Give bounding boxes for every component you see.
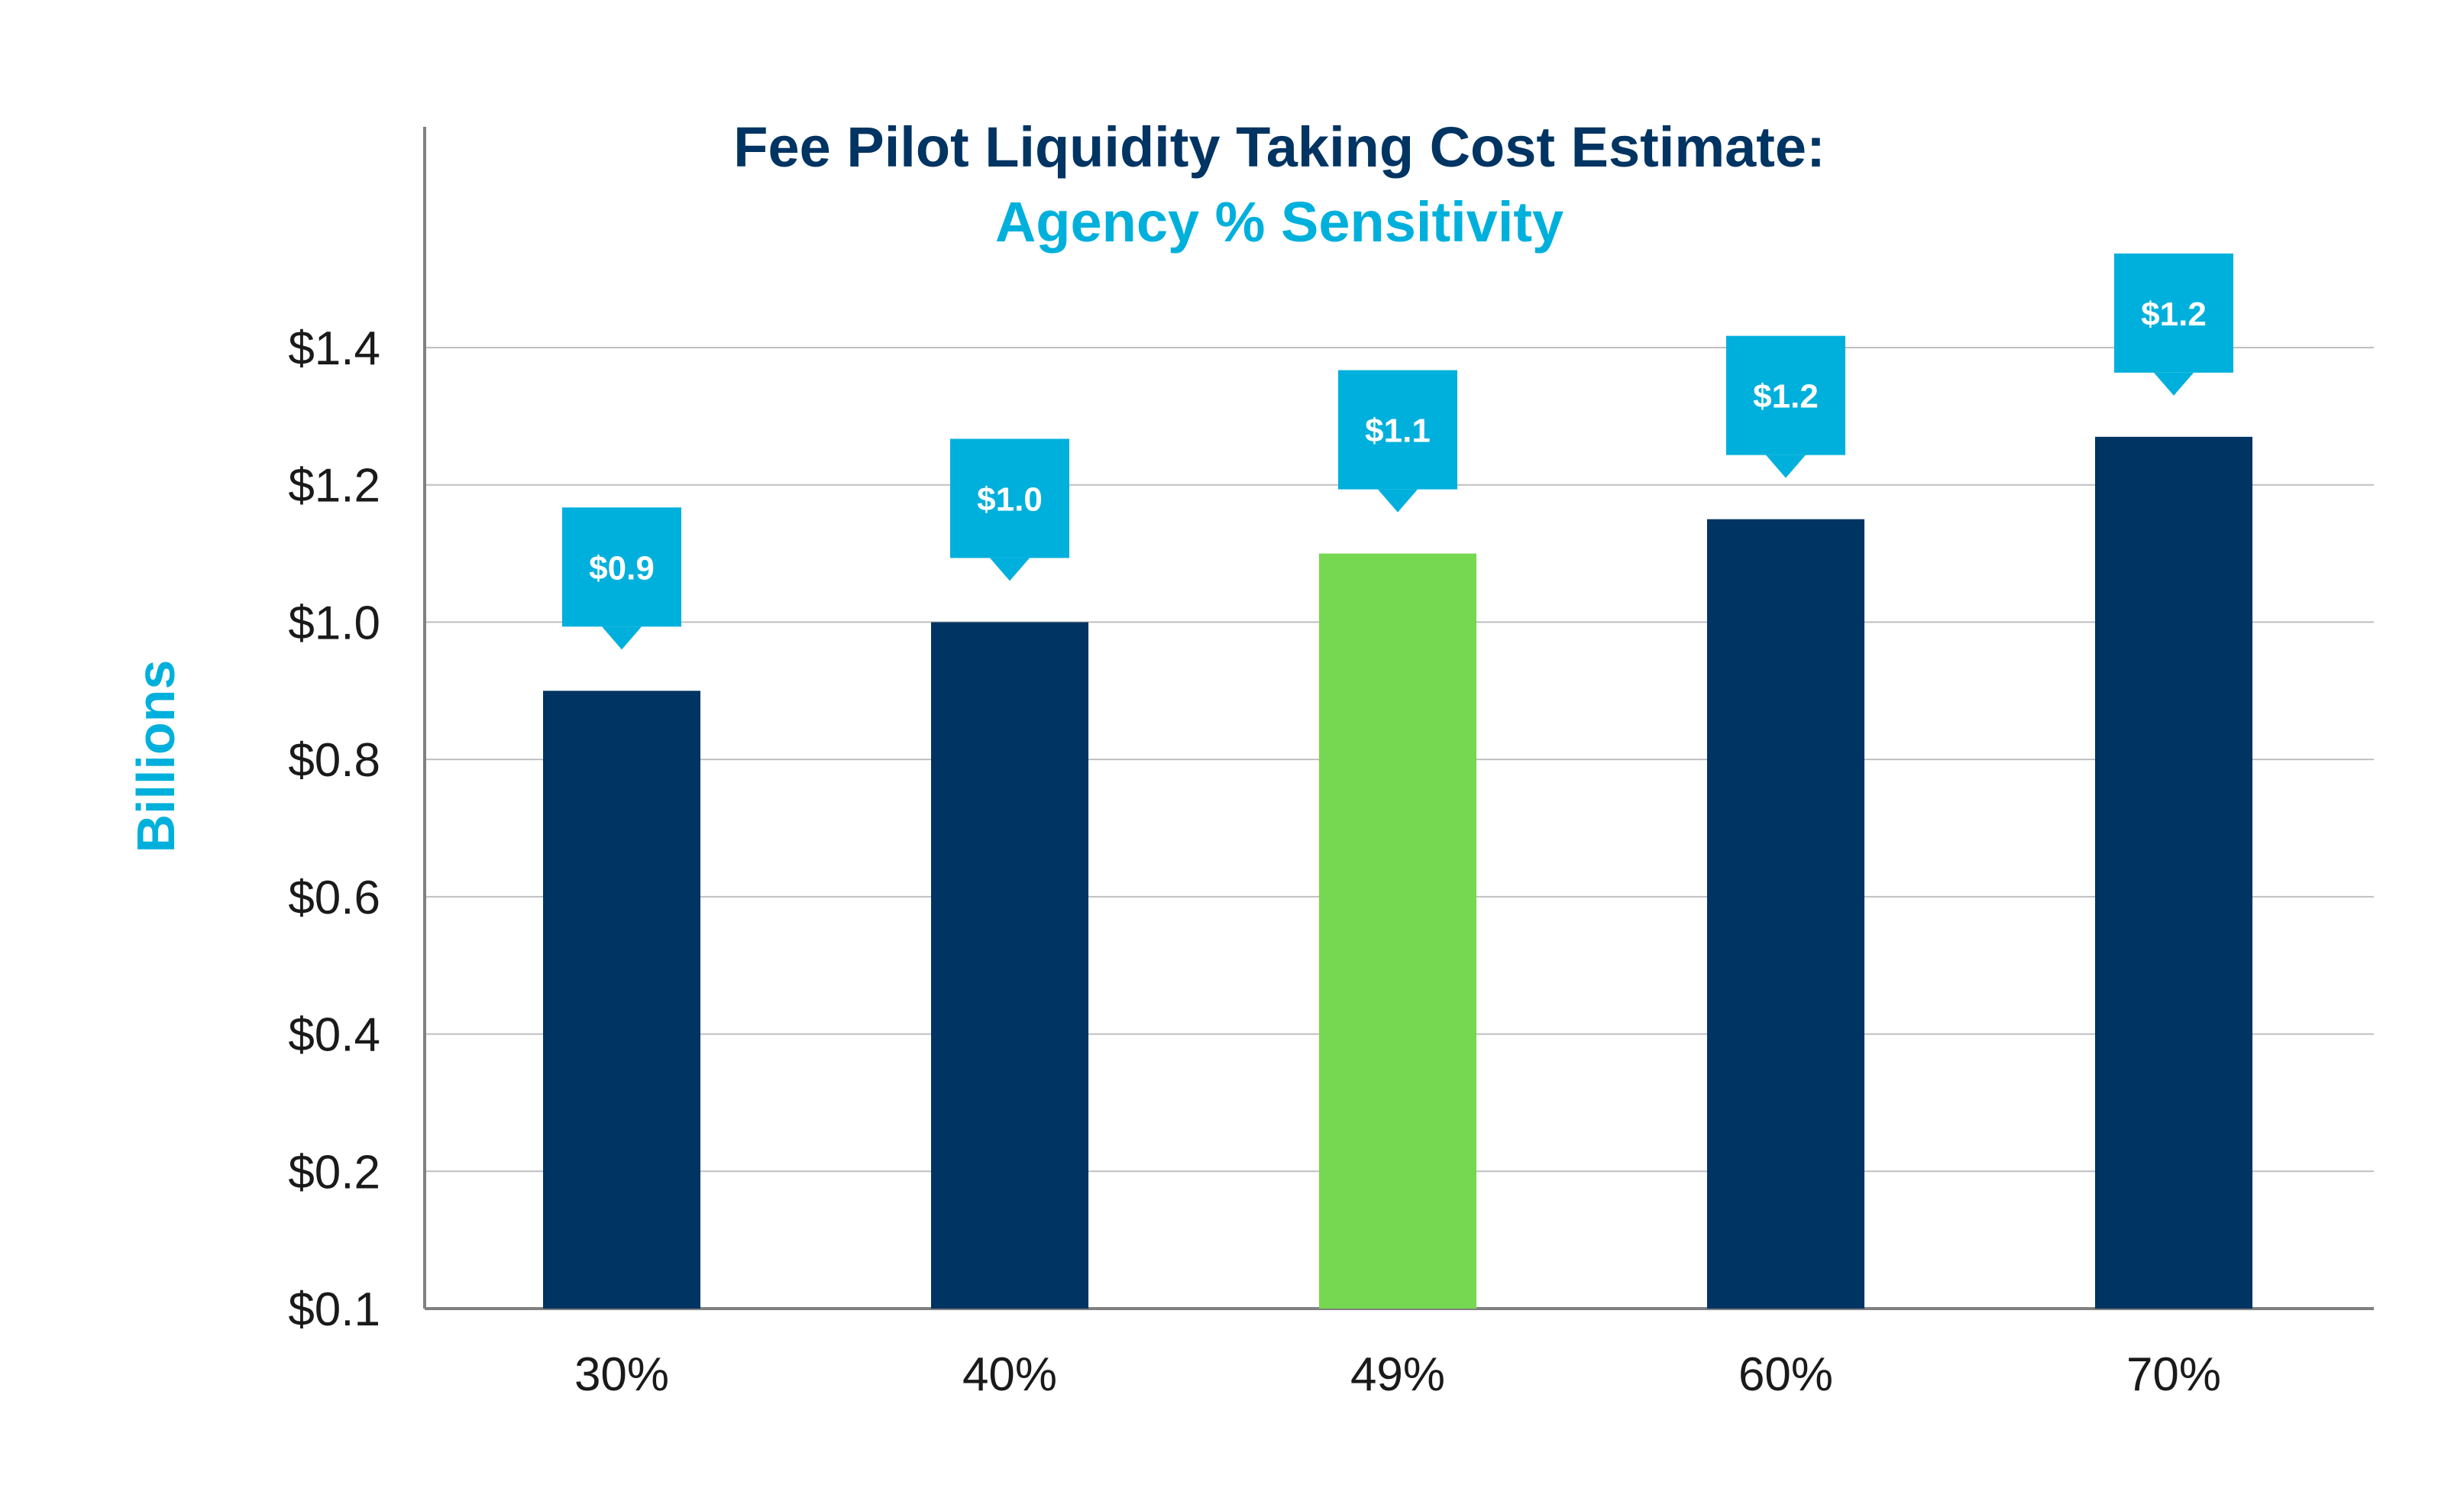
x-tick-label: 70% xyxy=(2126,1348,2221,1401)
x-tick-label: 40% xyxy=(962,1348,1057,1401)
x-tick-label: 60% xyxy=(1738,1348,1833,1401)
data-label-pointer xyxy=(2154,372,2194,396)
y-tick-label: $1.2 xyxy=(288,460,380,513)
y-tick-label: $0.1 xyxy=(288,1283,380,1336)
data-label-box xyxy=(1338,370,1457,490)
y-tick-labels: $0.1 $0.2 $0.4 $0.6 $0.8 $1.0 $1.2 $1.4 xyxy=(288,322,380,1336)
data-label: $1.2 xyxy=(1753,378,1819,416)
x-tick-label: 49% xyxy=(1350,1348,1445,1401)
data-label-box xyxy=(2114,253,2233,373)
y-tick-label: $0.2 xyxy=(288,1146,380,1199)
y-tick-label: $1.0 xyxy=(288,597,380,649)
bar xyxy=(1319,553,1476,1309)
data-label: $1.0 xyxy=(977,481,1043,518)
data-label-box xyxy=(950,438,1069,558)
bars xyxy=(543,436,2252,1309)
chart-subtitle: Agency % Sensitivity xyxy=(995,190,1563,254)
bar xyxy=(543,691,700,1309)
bar xyxy=(2095,436,2252,1309)
data-label-box xyxy=(1726,335,1845,455)
y-tick-label: $0.8 xyxy=(288,734,380,787)
data-label-pointer xyxy=(602,626,642,650)
data-label: $0.9 xyxy=(589,549,655,587)
data-label-pointer xyxy=(990,558,1030,581)
data-label: $1.1 xyxy=(1365,413,1431,450)
data-label-pointer xyxy=(1766,455,1806,478)
x-tick-labels: 30% 40% 49% 60% 70% xyxy=(574,1348,2221,1401)
y-axis-label: Billions xyxy=(126,660,186,853)
bar xyxy=(1707,519,1864,1309)
data-labels: $0.9 $1.0 $1.1 $1.2 $1.2 xyxy=(562,253,2233,650)
data-label: $1.2 xyxy=(2141,296,2207,333)
y-tick-label: $0.6 xyxy=(288,872,380,924)
chart-title: Fee Pilot Liquidity Taking Cost Estimate… xyxy=(733,115,1825,179)
x-tick-label: 30% xyxy=(574,1348,669,1401)
data-label-pointer xyxy=(1378,489,1418,513)
y-tick-label: $1.4 xyxy=(288,322,380,375)
data-label-box xyxy=(562,507,681,627)
y-tick-label: $0.4 xyxy=(288,1009,380,1062)
bar xyxy=(931,622,1088,1309)
